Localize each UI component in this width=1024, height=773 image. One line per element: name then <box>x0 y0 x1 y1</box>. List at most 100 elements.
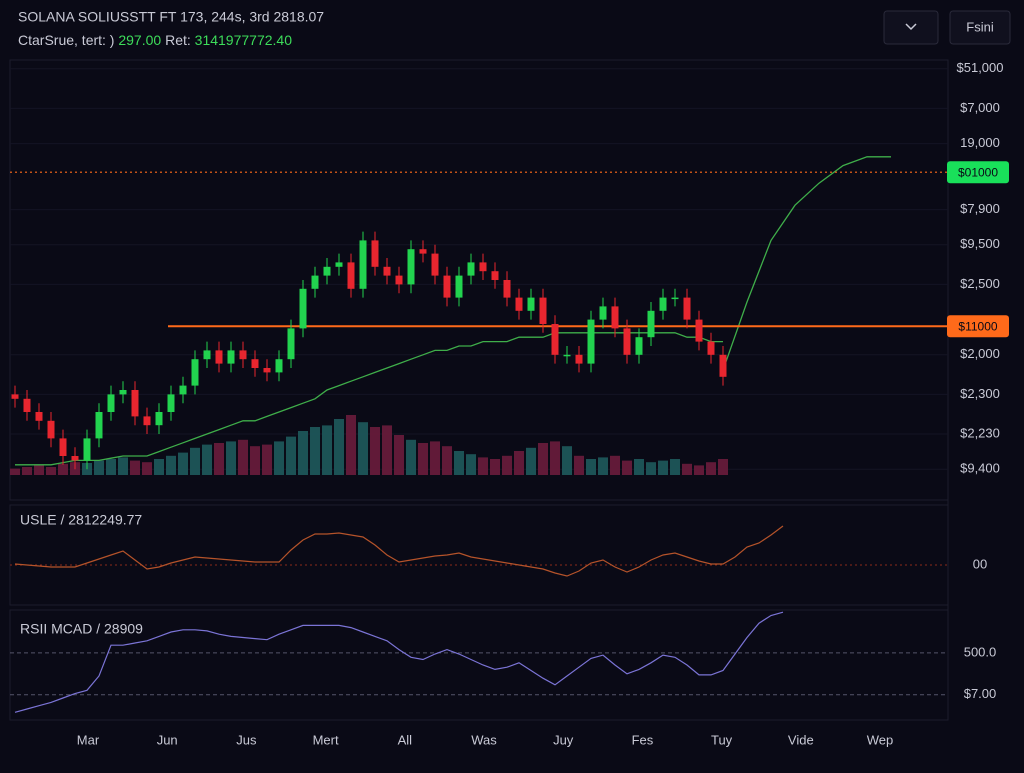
y-tick-label: $2,000 <box>960 346 1000 361</box>
volume-bar <box>358 422 368 475</box>
volume-bar <box>586 459 596 475</box>
price-tag <box>947 161 1009 184</box>
candle-body <box>287 328 295 360</box>
indicator-tick-label: 00 <box>973 556 987 571</box>
volume-bar <box>130 460 140 475</box>
indicator-tick-label: $7.00 <box>964 686 997 701</box>
y-tick-label: $2,500 <box>960 276 1000 291</box>
candle-body <box>527 297 535 311</box>
candle-body <box>191 359 199 386</box>
candle-body <box>671 297 679 300</box>
indicator-tick-label: 500.0 <box>964 644 997 659</box>
volume-bar <box>238 439 248 475</box>
candle-body <box>515 297 523 311</box>
candle-body <box>383 266 391 276</box>
dropdown-button[interactable] <box>883 10 939 45</box>
volume-bar <box>442 446 452 475</box>
price-tag-label: $01000 <box>958 165 998 179</box>
volume-bar <box>34 465 44 475</box>
candle-body <box>311 275 319 289</box>
volume-bar <box>526 447 536 475</box>
candle-body <box>491 271 499 280</box>
volume-bar <box>346 415 356 475</box>
candle-body <box>107 394 115 412</box>
candle-body <box>263 368 271 373</box>
candle-body <box>11 394 19 399</box>
volume-bar <box>226 441 236 475</box>
y-tick-label: $2,300 <box>960 386 1000 401</box>
x-tick-label: Fes <box>632 732 654 747</box>
volume-bar <box>682 463 692 475</box>
candle-body <box>299 288 307 329</box>
x-tick-label: All <box>398 732 413 747</box>
volume-bar <box>706 462 716 475</box>
volume-bar <box>598 457 608 475</box>
candle-body <box>179 385 187 395</box>
volume-bar <box>538 443 548 475</box>
y-tick-label: $9,500 <box>960 236 1000 251</box>
y-tick-label: $2,230 <box>960 425 1000 440</box>
volume-bar <box>562 446 572 475</box>
volume-bar <box>274 441 284 475</box>
volume-bar <box>514 451 524 475</box>
menu-button-label[interactable]: Fsini <box>966 19 994 34</box>
candle-body <box>215 350 223 364</box>
volume-bar <box>382 425 392 475</box>
ret-label: Ret: <box>165 32 191 48</box>
volume-bar <box>322 425 332 475</box>
candle-body <box>131 390 139 417</box>
volume-bar <box>250 446 260 475</box>
candle-body <box>575 354 583 364</box>
chevron-icon <box>905 23 917 31</box>
volume-bar <box>310 427 320 475</box>
volume-bar <box>718 459 728 475</box>
volume-bar <box>370 427 380 475</box>
candle-body <box>659 297 667 311</box>
candle-body <box>599 306 607 320</box>
volume-bar <box>106 459 116 475</box>
candle-body <box>623 328 631 355</box>
candle-body <box>347 262 355 289</box>
volume-bar <box>46 467 56 475</box>
chart-layer: $51,000 $7,000 19,000 $7,900 $9,500 $2,500 $2,… <box>10 60 1009 747</box>
volume-bar <box>454 451 464 475</box>
x-tick-label: Mar <box>77 732 100 747</box>
volume-bar <box>298 431 308 475</box>
price-tag-label: $11000 <box>958 319 997 333</box>
candle-body <box>695 319 703 342</box>
candle-body <box>563 354 571 357</box>
volume-bar <box>550 441 560 475</box>
candle-body <box>551 324 559 355</box>
volume-bar <box>478 457 488 475</box>
candle-body <box>587 319 595 364</box>
volume-bar <box>430 441 440 475</box>
moving-average <box>15 332 723 466</box>
volume-bar <box>394 435 404 475</box>
volume-bar <box>58 463 68 475</box>
menu-button[interactable] <box>949 10 1011 45</box>
candle-body <box>335 262 343 267</box>
y-tick-label: $7,000 <box>960 100 1000 115</box>
price-tag <box>947 315 1009 338</box>
candle-body <box>203 350 211 360</box>
candle-body <box>239 350 247 360</box>
volume-bar <box>22 467 32 475</box>
y-tick-label: $7,900 <box>960 201 1000 216</box>
candle-body <box>371 240 379 267</box>
volume-bar <box>118 457 128 475</box>
candle-body <box>419 249 427 254</box>
candle-body <box>455 275 463 298</box>
volume-bar <box>418 443 428 475</box>
volume-bar <box>202 444 212 475</box>
candle-body <box>431 253 439 276</box>
indicator-line <box>14 611 784 713</box>
candle-body <box>707 341 715 355</box>
volume-bar <box>490 459 500 475</box>
candle-body <box>503 280 511 298</box>
volume-bar <box>286 436 296 475</box>
volume-bar <box>10 468 20 475</box>
volume-bar <box>622 460 632 475</box>
candle-body <box>35 412 43 421</box>
candle-body <box>395 275 403 285</box>
